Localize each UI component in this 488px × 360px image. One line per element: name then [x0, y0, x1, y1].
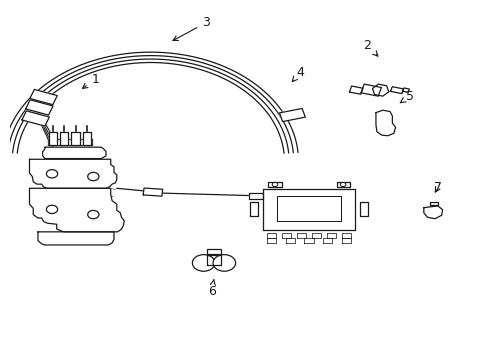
Text: 1: 1 [82, 73, 99, 89]
Polygon shape [429, 202, 437, 206]
Circle shape [46, 205, 58, 213]
Polygon shape [22, 111, 49, 126]
Polygon shape [30, 89, 57, 105]
Polygon shape [268, 182, 281, 187]
Text: 3: 3 [173, 16, 209, 41]
Circle shape [272, 183, 277, 186]
Polygon shape [285, 238, 294, 243]
Circle shape [87, 210, 99, 219]
Polygon shape [249, 193, 263, 199]
Circle shape [213, 255, 235, 271]
Circle shape [192, 255, 215, 271]
Text: 6: 6 [207, 279, 215, 298]
Circle shape [46, 170, 58, 178]
Polygon shape [282, 233, 291, 238]
Polygon shape [336, 182, 349, 187]
Polygon shape [29, 159, 117, 188]
Circle shape [340, 183, 345, 186]
Polygon shape [423, 206, 442, 219]
Polygon shape [349, 86, 362, 94]
Polygon shape [279, 108, 305, 122]
Polygon shape [341, 233, 350, 238]
Polygon shape [266, 233, 276, 238]
Polygon shape [390, 87, 403, 94]
Polygon shape [29, 188, 124, 232]
Polygon shape [304, 238, 313, 243]
Text: 4: 4 [292, 66, 303, 82]
Polygon shape [360, 84, 381, 96]
Polygon shape [263, 189, 354, 230]
Polygon shape [359, 202, 367, 216]
Polygon shape [311, 233, 321, 238]
Polygon shape [207, 254, 220, 265]
Polygon shape [372, 84, 388, 96]
Polygon shape [60, 132, 68, 145]
Polygon shape [38, 232, 114, 245]
Polygon shape [277, 195, 340, 221]
Polygon shape [143, 188, 163, 196]
Polygon shape [402, 88, 408, 93]
Polygon shape [42, 147, 106, 158]
Polygon shape [323, 238, 332, 243]
Polygon shape [82, 132, 91, 145]
Polygon shape [266, 238, 276, 243]
Polygon shape [296, 233, 305, 238]
Text: 5: 5 [400, 90, 413, 103]
Polygon shape [206, 249, 221, 255]
Text: 7: 7 [433, 181, 441, 194]
Polygon shape [341, 238, 350, 243]
Polygon shape [71, 132, 80, 145]
Circle shape [87, 172, 99, 181]
Polygon shape [375, 110, 395, 136]
Polygon shape [326, 233, 335, 238]
Polygon shape [49, 132, 57, 145]
Polygon shape [249, 202, 258, 216]
Polygon shape [25, 100, 53, 115]
Text: 2: 2 [363, 39, 377, 56]
